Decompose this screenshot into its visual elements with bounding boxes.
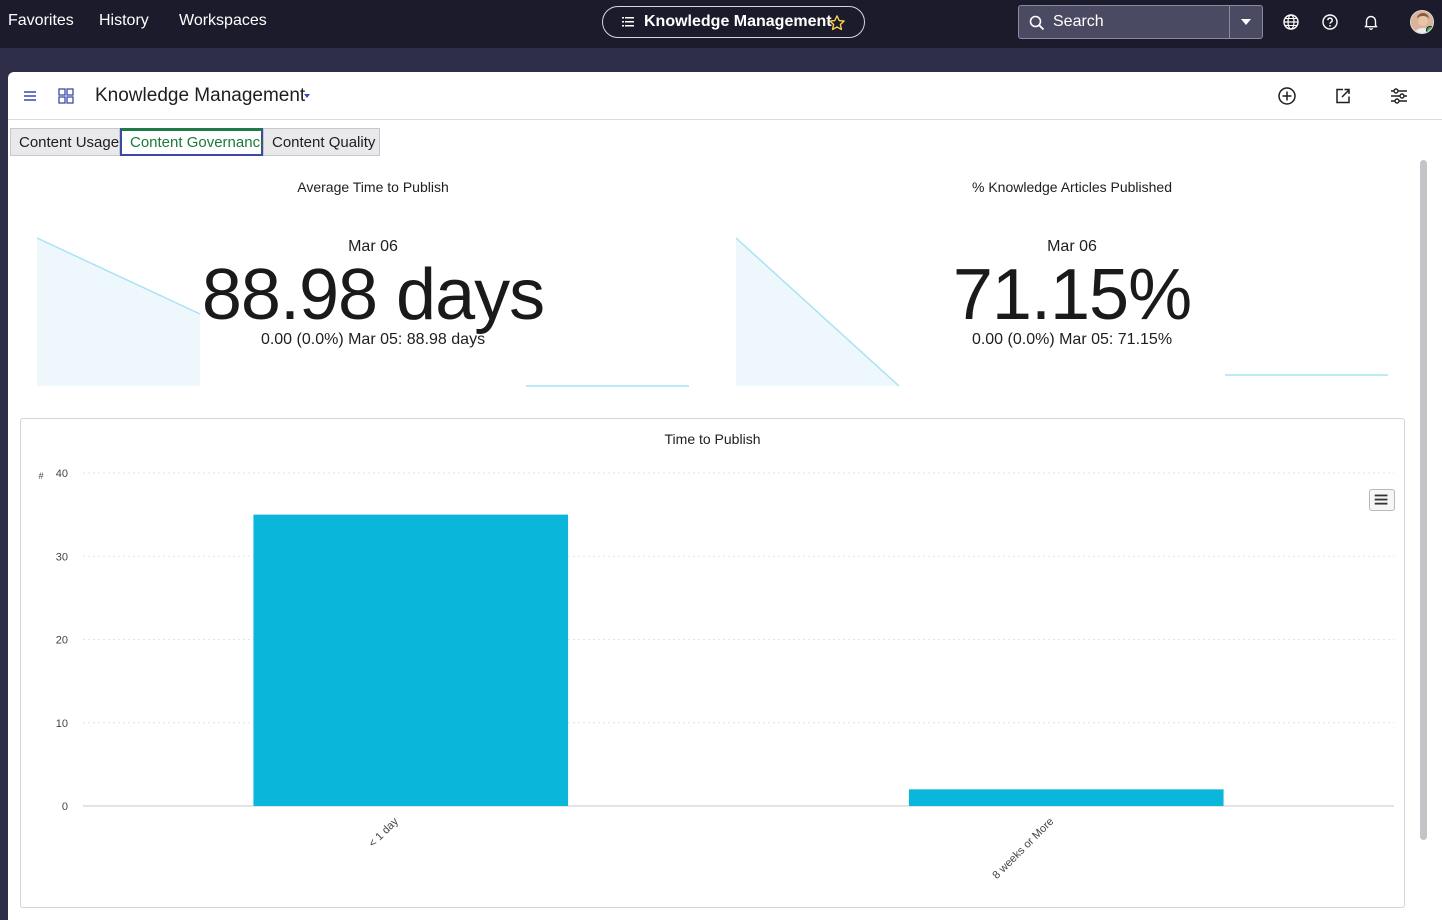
- list-icon: [622, 17, 634, 27]
- score-date: Mar 06: [348, 238, 398, 255]
- score-change: 0.00 (0.0%) Mar 05: 71.15%: [971, 331, 1173, 348]
- chart-bar[interactable]: [908, 789, 1224, 806]
- tab-content-governance[interactable]: Content Governance: [120, 128, 268, 156]
- caret-down-icon[interactable]: [302, 92, 312, 100]
- global-search: [1018, 5, 1263, 39]
- chevron-down-icon: [1241, 19, 1251, 25]
- chart-bar[interactable]: [253, 514, 569, 806]
- y-tick-label: 10: [56, 718, 68, 730]
- score-widget-avg-time-to-publish: Average Time to Publish Mar 06 88.98 day…: [28, 172, 718, 392]
- x-tick-label: < 1 day: [367, 815, 402, 850]
- nav-workspaces[interactable]: Workspaces: [179, 12, 267, 29]
- scrollbar-thumb[interactable]: [1420, 160, 1427, 840]
- share-icon[interactable]: [1333, 86, 1353, 106]
- tab-content-quality[interactable]: Content Quality: [263, 128, 380, 156]
- hamburger-icon: [1374, 494, 1388, 505]
- dashboard-title[interactable]: Knowledge Management: [95, 85, 306, 106]
- search-icon: [1029, 15, 1045, 31]
- filter-settings-icon[interactable]: [1389, 86, 1409, 106]
- chart-title: Time to Publish: [664, 431, 761, 447]
- trend-sparkline: [735, 237, 1388, 387]
- x-tick-label: 8 weeks or More: [990, 816, 1056, 882]
- trend-sparkline: [36, 237, 689, 387]
- chart-menu-button[interactable]: [1369, 489, 1395, 511]
- score-date: Mar 06: [1047, 238, 1097, 255]
- grid-view-icon[interactable]: [56, 86, 76, 106]
- score-widget-pct-articles-published: % Knowledge Articles Published Mar 06 71…: [727, 172, 1417, 392]
- dashboard-card: Knowledge Management Content Usage Conte…: [8, 72, 1442, 920]
- add-widget-icon[interactable]: [1277, 86, 1297, 106]
- score-value[interactable]: 71.15%: [952, 255, 1192, 335]
- user-avatar[interactable]: [1410, 10, 1434, 34]
- star-icon[interactable]: [828, 14, 846, 32]
- globe-icon[interactable]: [1282, 13, 1300, 31]
- score-change: 0.00 (0.0%) Mar 05: 88.98 days: [260, 331, 486, 348]
- online-status-indicator: [1426, 26, 1433, 33]
- bell-icon[interactable]: [1362, 13, 1380, 31]
- search-scope-dropdown[interactable]: [1230, 6, 1262, 38]
- bar-chart-plot: 0 10 20 30 40 # < 1 day 8 weeks or More: [38, 468, 1394, 882]
- y-tick-label: 30: [56, 551, 68, 563]
- score-title: % Knowledge Articles Published: [971, 179, 1172, 195]
- search-divider: [1229, 6, 1230, 38]
- y-tick-label: 40: [56, 468, 68, 480]
- current-page-title: Knowledge Management: [644, 13, 832, 30]
- score-value[interactable]: 88.98 days: [201, 255, 545, 335]
- time-to-publish-chart: Time to Publish 0 10 20 30 40 # < 1 day 8 weeks…: [20, 418, 1405, 908]
- score-title: Average Time to Publish: [297, 179, 449, 195]
- search-input[interactable]: [1053, 12, 1223, 32]
- top-navigation-bar: Favorites History Workspaces Knowledge M…: [0, 0, 1442, 48]
- dashboard-header: Knowledge Management: [8, 72, 1442, 120]
- current-page-pill[interactable]: Knowledge Management: [602, 6, 865, 38]
- y-axis-label: #: [38, 471, 43, 481]
- tab-content-usage[interactable]: Content Usage: [10, 128, 120, 156]
- y-tick-label: 0: [62, 801, 68, 813]
- y-tick-label: 20: [56, 635, 68, 647]
- nav-favorites[interactable]: Favorites: [8, 12, 74, 29]
- menu-icon[interactable]: [20, 86, 40, 106]
- nav-history[interactable]: History: [99, 12, 149, 29]
- help-icon[interactable]: [1321, 13, 1339, 31]
